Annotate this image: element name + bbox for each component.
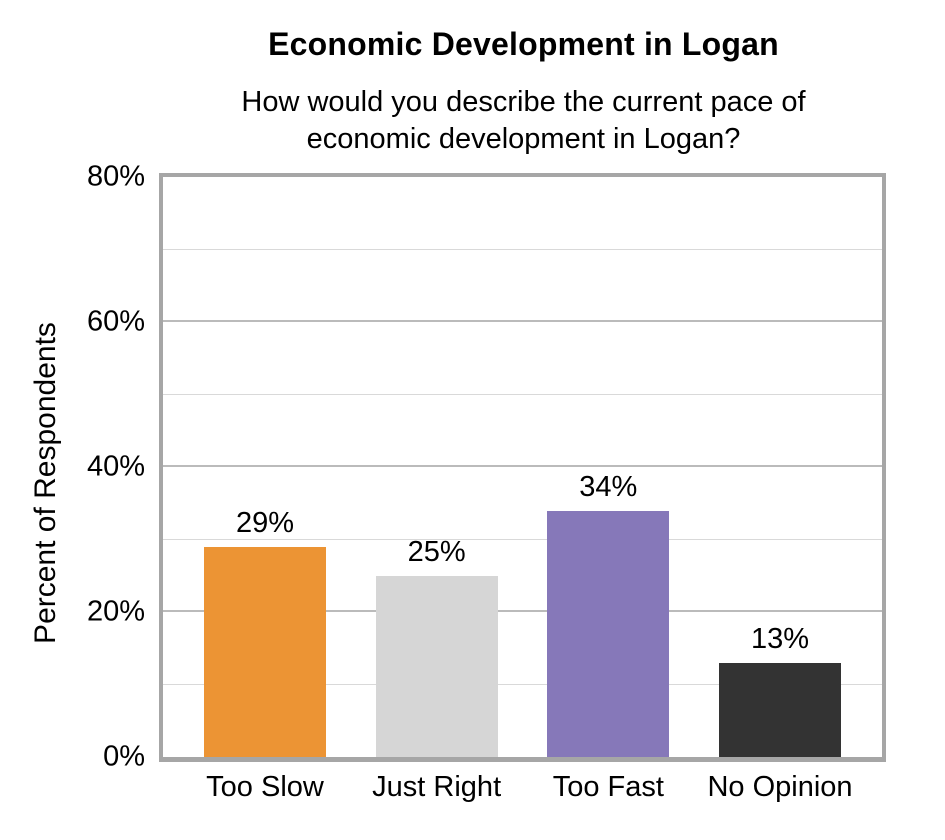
gridline-60 [163, 320, 882, 322]
y-tick-60: 60% [86, 305, 145, 338]
y-tick-20: 20% [86, 595, 145, 628]
x-axis-label-no-opinion: No Opinion [707, 771, 853, 803]
bar-value-label-too-fast: 34% [579, 470, 638, 503]
x-axis-label-too-slow: Too Slow [206, 771, 324, 803]
x-axis-labels: Too Slow Just Right Too Fast No Opinion [163, 771, 882, 811]
gridline-30 [163, 538, 882, 540]
bar-too-fast [547, 510, 670, 757]
y-tick-40: 40% [86, 450, 145, 483]
chart-title: Economic Development in Logan [268, 26, 779, 62]
plot-area: 29% 25% 34% 13% [159, 173, 886, 762]
y-tick-80: 80% [86, 160, 145, 193]
bar-just-right [375, 575, 498, 757]
gridline-40 [163, 465, 882, 467]
bar-value-label-no-opinion: 13% [750, 622, 810, 655]
gridline-50 [163, 393, 882, 395]
chart-subtitle: How would you describe the current pace … [121, 84, 926, 158]
bar-too-slow [204, 546, 326, 757]
x-axis-label-just-right: Just Right [372, 771, 502, 803]
gridline-20 [163, 610, 882, 612]
gridline-10 [163, 683, 882, 685]
chart-subtitle-line-1: How would you describe the current pace … [241, 86, 806, 118]
bar-no-opinion [719, 662, 841, 757]
chart-subtitle-line-2: economic development in Logan? [306, 123, 741, 155]
y-axis-tick-labels: 0% 20% 40% 60% 80% [0, 162, 145, 771]
x-axis-label-too-fast: Too Fast [552, 771, 664, 803]
gridline-70 [163, 248, 882, 250]
bar-value-label-just-right: 25% [407, 535, 466, 568]
bar-value-label-too-slow: 29% [235, 506, 295, 539]
y-tick-0: 0% [103, 740, 145, 773]
